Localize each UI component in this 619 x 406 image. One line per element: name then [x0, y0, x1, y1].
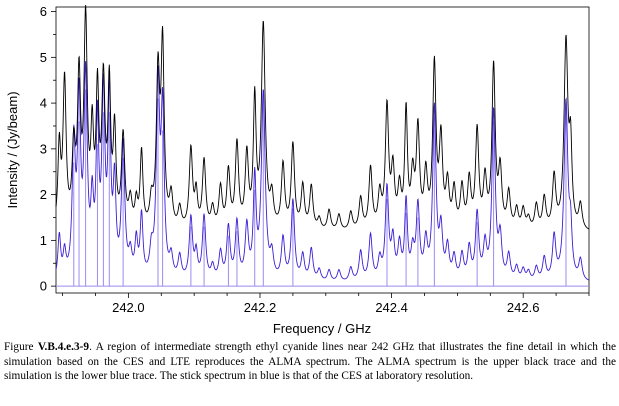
- y-tick-label: 4: [40, 96, 47, 111]
- caption-figure-id: V.B.4.e.3-9: [37, 341, 90, 353]
- x-axis: 242.0 242.2 242.4 242.6: [62, 293, 590, 315]
- y-tick-label: 1: [40, 233, 47, 248]
- figure-caption: Figure V.B.4.e.3-9. A region of intermed…: [4, 340, 616, 384]
- stick-spectrum: [56, 89, 589, 287]
- y-tick-label: 0: [40, 279, 47, 294]
- y-axis-label: Intensity / (Jy/beam): [5, 91, 20, 208]
- y-tick-label: 5: [40, 50, 47, 65]
- x-tick-label: 242.2: [244, 300, 277, 315]
- x-axis-label: Frequency / GHz: [273, 321, 371, 336]
- series-line-simulation: [55, 60, 590, 281]
- y-axis: 0 1 2 3 4 5 6: [40, 4, 56, 294]
- series-line-observed: [55, 5, 590, 230]
- spectrum-chart: 242.0 242.2 242.4 242.6 0 1 2 3 4 5 6 Frequency /…: [5, 4, 590, 336]
- x-tick-label: 242.6: [507, 300, 540, 315]
- caption-text: . A region of intermediate strength ethy…: [4, 341, 616, 383]
- y-tick-label: 3: [40, 141, 47, 156]
- x-tick-label: 242.0: [112, 300, 145, 315]
- x-tick-label: 242.4: [375, 300, 408, 315]
- caption-label: Figure: [4, 341, 38, 353]
- y-tick-label: 2: [40, 187, 47, 202]
- y-tick-label: 6: [40, 4, 47, 19]
- plot-frame: [55, 6, 590, 294]
